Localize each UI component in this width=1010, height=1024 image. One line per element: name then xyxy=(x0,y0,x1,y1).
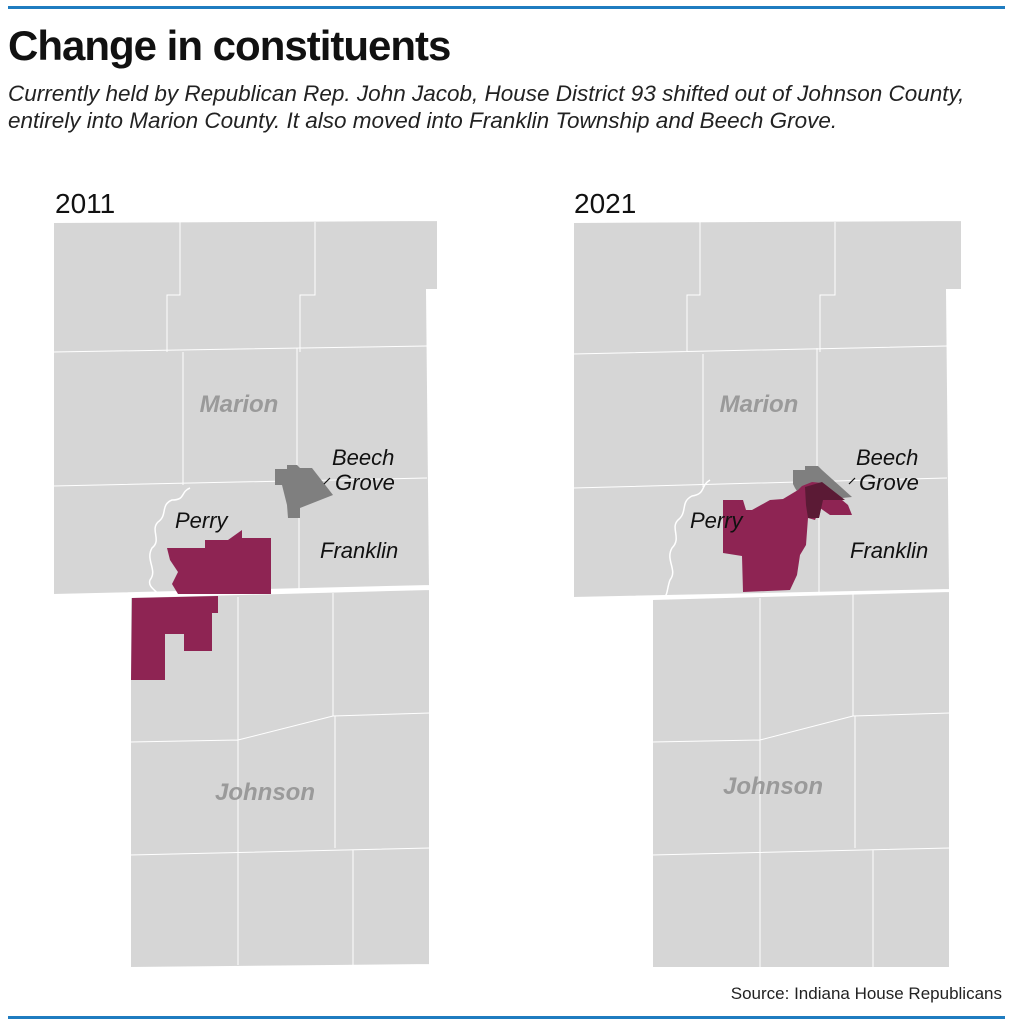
leader-line xyxy=(848,477,856,485)
river xyxy=(148,487,191,597)
grove-label: Grove xyxy=(859,470,919,495)
marion-county xyxy=(52,218,439,597)
district-93-area xyxy=(723,482,852,592)
perry-label: Perry xyxy=(690,508,745,533)
beech-label: Beech xyxy=(332,445,394,470)
year-label: 2011 xyxy=(55,188,115,219)
johnson-county xyxy=(651,589,951,969)
page-title: Change in constituents xyxy=(8,22,451,69)
overlap-area xyxy=(805,482,845,518)
beech-label: Beech xyxy=(856,445,918,470)
township-lines xyxy=(52,222,431,965)
franklin-label: Franklin xyxy=(320,538,398,563)
subtitle: Currently held by Republican Rep. John J… xyxy=(8,81,965,133)
district-93-area-johnson xyxy=(131,596,218,680)
johnson-county xyxy=(129,587,431,970)
franklin-label: Franklin xyxy=(850,538,928,563)
marion-county xyxy=(572,218,963,600)
grove-label: Grove xyxy=(335,470,395,495)
source-note: Source: Indiana House Republicans xyxy=(730,984,1002,1003)
map-2021: 2021 Marion Johnson Beech Grove Perry Fr… xyxy=(572,188,963,969)
leader-line xyxy=(323,477,331,485)
map-2011: 2011 Marion Johnson Beech Grove Perry Fr… xyxy=(52,188,439,970)
year-label: 2021 xyxy=(574,188,636,219)
marion-label: Marion xyxy=(720,391,799,418)
township-lines xyxy=(572,222,951,968)
beech-grove-area xyxy=(275,465,333,518)
perry-label: Perry xyxy=(175,508,230,533)
river xyxy=(663,479,711,599)
top-rule xyxy=(8,6,1005,9)
johnson-label: Johnson xyxy=(215,779,315,806)
district-93-area xyxy=(167,530,271,594)
johnson-label: Johnson xyxy=(723,773,823,800)
bottom-rule xyxy=(8,1016,1005,1019)
marion-label: Marion xyxy=(200,391,279,418)
